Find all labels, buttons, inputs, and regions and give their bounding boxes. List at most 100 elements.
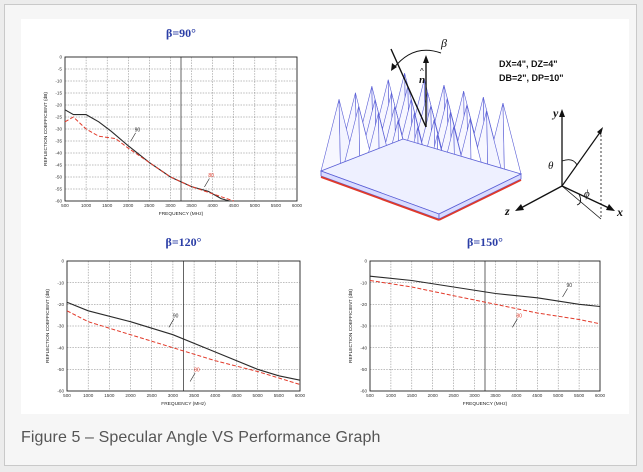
x-tick-label: 4500 [229,203,240,208]
x-tick-label: 6000 [595,393,606,398]
y-tick-label: -50 [57,367,64,372]
y-tick-label: 0 [61,259,64,264]
x-tick-label: 1500 [407,393,418,398]
annotation-pointer [168,318,175,328]
x-tick-label: 6000 [292,203,303,208]
series-line-80 [369,280,601,325]
x-tick-label: 4500 [532,393,543,398]
x-tick-label: 5000 [253,393,264,398]
y-tick-label: -10 [55,79,62,84]
x-tick-label: 4000 [210,393,221,398]
axis-z-label: z [504,204,510,218]
y-tick-label: -60 [360,389,367,394]
figure-canvas: β=90° 500 1000 1500 2000 2500 3000 3500 4000 4500… [43,26,623,407]
plot-beta-120: β=120° 500 1000 1500 2000 2500 3000 3500 4000 450… [45,235,306,407]
series-annotation: 90 [567,283,573,289]
x-tick-label: 5500 [271,203,282,208]
x-axis-label: FREQUENCY (MHz) [463,401,508,407]
y-tick-label: -10 [360,280,367,285]
projection-floor [561,185,602,220]
coordinate-axes: y x z θ ϕ [504,106,623,220]
base-red-front [320,176,440,221]
x-tick-label: 5000 [250,203,261,208]
x-tick-label: 5500 [274,393,285,398]
theta-arc [561,159,578,166]
x-tick-label: 1000 [386,393,397,398]
x-tick-label: 6000 [295,393,306,398]
x-tick-label: 3500 [186,203,197,208]
x-tick-label: 2000 [125,393,136,398]
x-tick-label: 2000 [123,203,134,208]
normal-hat: ^ [420,67,424,76]
y-tick-label: -30 [57,324,64,329]
plot-title: β=120° [166,235,202,249]
y-tick-label: -35 [55,139,62,144]
x-tick-label: 1000 [81,203,92,208]
figure-frame: β=90° 500 1000 1500 2000 2500 3000 3500 4000 4500… [4,4,637,466]
x-tick-label: 500 [366,393,374,398]
series-line-90 [369,275,601,308]
axis-x-line [561,185,612,210]
x-axis-label: FREQUENCY (MHz) [161,401,206,407]
x-tick-label: 2500 [147,393,158,398]
y-tick-label: -40 [55,151,62,156]
direction-arrowhead [597,127,603,135]
x-tick-label: 5000 [553,393,564,398]
x-tick-label: 500 [61,203,69,208]
y-axis-label: REFLECTION COEFFICIENT (dB) [348,289,354,363]
x-tick-label: 2000 [428,393,439,398]
x-tick-label: 3000 [469,393,480,398]
y-tick-label: -50 [360,367,367,372]
phi-label: ϕ [584,188,590,200]
x-tick-label: 4500 [231,393,242,398]
series-annotation: 80 [516,313,522,319]
plot-beta-90: β=90° 500 1000 1500 2000 2500 3000 3500 4000 4500… [43,26,303,217]
y-tick-label: -20 [360,302,367,307]
x-tick-label: 2500 [144,203,155,208]
normal-label: n [419,74,425,86]
axis-x-label: x [616,205,623,219]
series-annotation: 90 [135,127,141,133]
plot-beta-150: β=150° 500 1000 1500 2000 2500 3000 3500 4000 450… [348,235,606,407]
series-line-80 [66,310,301,385]
y-tick-label: 0 [364,259,367,264]
y-tick-label: -60 [55,199,62,204]
y-axis-label: REFLECTION COEFFICIENT (dB) [43,92,49,166]
y-tick-label: -45 [55,163,62,168]
x-tick-label: 3500 [189,393,200,398]
y-tick-label: -10 [57,280,64,285]
series-annotation: 80 [194,368,200,374]
y-tick-label: -40 [360,345,367,350]
x-tick-label: 1500 [102,203,113,208]
x-tick-label: 1500 [104,393,115,398]
series-line-80 [64,116,234,202]
y-tick-label: -30 [55,127,62,132]
beta-label: β [440,36,447,50]
figure-caption: Figure 5 – Specular Angle VS Performance… [21,429,381,446]
y-tick-label: 0 [59,55,62,60]
axis-z-arrowhead [515,204,524,211]
x-tick-label: 3500 [490,393,501,398]
annotation-pointer [130,132,136,142]
x-axis-label: FREQUENCY (MHz) [159,211,204,217]
y-axis-label: REFLECTION COEFFICIENT (dB) [45,289,51,363]
annotation-pointer [204,178,210,188]
x-tick-label: 2500 [449,393,460,398]
y-tick-label: -20 [57,302,64,307]
axis-y-arrowhead [559,109,565,117]
x-tick-label: 4000 [208,203,219,208]
x-tick-label: 3000 [168,393,179,398]
y-tick-label: -30 [360,324,367,329]
absorber-diagram: β n ^ DX=4", DZ=4" DB=2", DP=10" y x z [319,36,623,221]
axis-y-label: y [551,106,559,120]
annotation-pointer [562,288,568,298]
beta-arc [392,49,442,70]
plot-title: β=150° [467,235,503,249]
x-tick-label: 4000 [511,393,522,398]
annotation-pointer [189,372,196,382]
params-line-2: DB=2", DP=10" [499,73,564,83]
axis-x-arrowhead [606,204,615,211]
params-line-1: DX=4", DZ=4" [499,59,558,69]
base-red-side [438,179,522,221]
normal-arrowhead [423,55,429,63]
